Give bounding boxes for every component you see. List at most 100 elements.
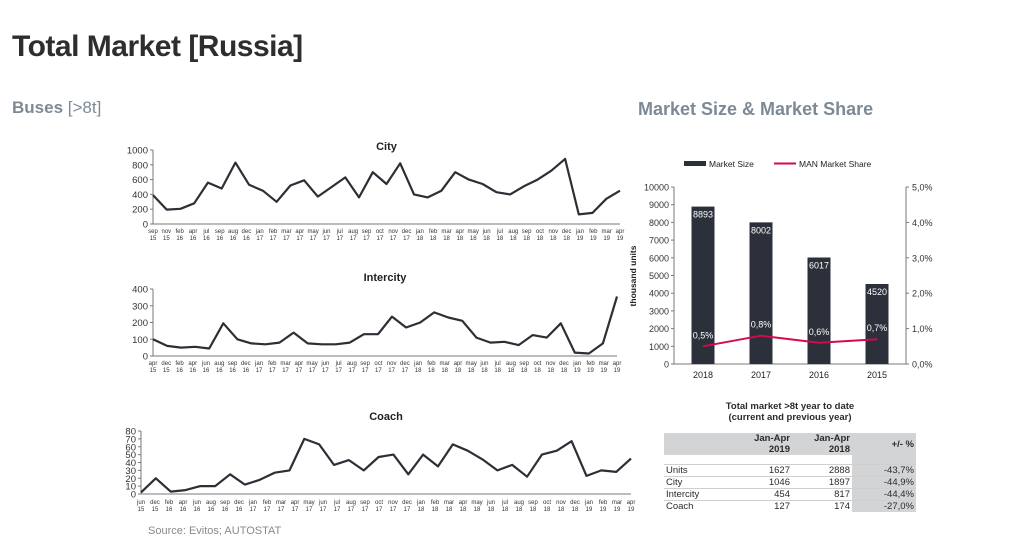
table-cell-change: -43,7% <box>852 464 916 477</box>
x-tick-year: 19 <box>577 236 584 242</box>
x-tick-year: 17 <box>309 368 316 374</box>
x-tick-year: 16 <box>216 236 223 242</box>
table-cell-2019: 1046 <box>732 476 792 489</box>
x-tick-year: 17 <box>256 236 263 242</box>
x-tick-year: 17 <box>323 236 330 242</box>
x-tick-month: nov <box>388 500 398 506</box>
x-tick-month: apr <box>179 500 188 506</box>
x-tick-month: mar <box>439 361 449 367</box>
x-tick-year: 17 <box>283 236 290 242</box>
x-tick-year: 18 <box>455 368 462 374</box>
y-tick-label: 80 <box>125 427 136 438</box>
x-tick-month: apr <box>189 229 198 235</box>
x-tick-month: dec <box>402 500 412 506</box>
x-tick-year: 18 <box>516 507 523 513</box>
x-tick-year: 17 <box>388 368 395 374</box>
x-tick-year: 17 <box>270 236 277 242</box>
x-tick-month: sep <box>215 229 225 235</box>
x-tick-year: 17 <box>349 368 356 374</box>
y2-tick-label: 0,0% <box>912 360 933 370</box>
x-tick-month: feb <box>268 361 277 367</box>
x-tick-month: jan <box>572 361 581 367</box>
x-tick-month: dec <box>150 500 160 506</box>
x-tick-year: 17 <box>295 368 302 374</box>
x-tick-month: feb <box>176 229 185 235</box>
table-cell-change: -44,9% <box>852 476 916 489</box>
share-value-label: 0,5% <box>693 330 714 340</box>
series-line <box>140 437 632 494</box>
y2-tick-label: 5,0% <box>912 183 933 193</box>
x-tick-year: 16 <box>190 236 197 242</box>
x-tick-month: sep <box>360 500 370 506</box>
x-tick-month: may <box>306 361 317 367</box>
y-tick-label: 0 <box>143 220 148 231</box>
x-tick-month: nov <box>161 229 171 235</box>
x-tick-year: 16 <box>189 368 196 374</box>
x-tick-month: jun <box>318 500 327 506</box>
x-tick-year: 18 <box>558 507 565 513</box>
x-tick-month: sep <box>220 500 230 506</box>
y-tick-label: 7000 <box>649 236 669 246</box>
x-tick-year: 18 <box>572 507 579 513</box>
x-tick-year: 17 <box>264 507 271 513</box>
x-tick-month: sep <box>522 229 532 235</box>
x-tick-year: 19 <box>614 507 621 513</box>
table-row: Intercity 454 817 -44,4% <box>664 488 916 501</box>
x-tick-month: feb <box>586 361 595 367</box>
x-tick-month: jan <box>575 229 584 235</box>
table-cell-2019: 454 <box>732 488 792 501</box>
x-tick-month: jul <box>333 500 340 506</box>
x-tick-year: 16 <box>242 368 249 374</box>
x-tick-year: 18 <box>432 507 439 513</box>
x-tick-month: jan <box>254 361 263 367</box>
table-cell-label: City <box>664 476 732 489</box>
x-tick-month: apr <box>459 500 468 506</box>
x-tick-month: feb <box>165 500 174 506</box>
x-tick-year: 18 <box>537 236 544 242</box>
x-tick-year: 19 <box>574 368 581 374</box>
chart-title: City <box>376 141 398 153</box>
x-tick-year: 16 <box>208 507 215 513</box>
y-tick-label: 20 <box>125 474 136 485</box>
x-tick-month: oct <box>533 361 541 367</box>
x-tick-year: 17 <box>250 507 257 513</box>
x-tick-year: 18 <box>418 507 425 513</box>
x-tick-year: 18 <box>523 236 530 242</box>
x-tick-month: jul <box>496 229 503 235</box>
table-cell-2018: 174 <box>792 500 852 512</box>
bar-value-label: 8002 <box>751 225 771 235</box>
x-tick-year: 18 <box>457 236 464 242</box>
y-tick-label: 3000 <box>649 306 669 316</box>
x-tick-year: 18 <box>483 236 490 242</box>
y-tick-label: 4000 <box>649 289 669 299</box>
y2-tick-label: 2,0% <box>912 289 933 299</box>
x-tick-year: 17 <box>403 236 410 242</box>
x-tick-year: 17 <box>296 236 303 242</box>
table-cell-2019: 1627 <box>732 464 792 477</box>
x-tick-year: 17 <box>350 236 357 242</box>
x-tick-year: 17 <box>269 368 276 374</box>
x-tick-month: aug <box>508 229 518 235</box>
x-tick-month: jan <box>416 500 425 506</box>
y-tick-label: 0 <box>131 490 136 501</box>
y-tick-label: 10 <box>125 482 136 493</box>
table-cell-2018: 1897 <box>792 476 852 489</box>
table-cell-change: -27,0% <box>852 500 916 512</box>
x-tick-year: 17 <box>334 507 341 513</box>
x-tick-month: mar <box>280 361 290 367</box>
x-tick-year: 17 <box>322 368 329 374</box>
table-header-change: +/- % <box>852 433 916 455</box>
y-tick-label: 0 <box>664 360 669 370</box>
x-tick-year: 18 <box>428 368 435 374</box>
bar-value-label: 8893 <box>693 210 713 220</box>
x-tick-year: 15 <box>150 368 157 374</box>
x-tick-month: feb <box>263 500 272 506</box>
x-tick-year: 18 <box>468 368 475 374</box>
x-tick-year: 16 <box>203 236 210 242</box>
section-title-buses: Buses [>8t] <box>12 98 101 118</box>
x-tick-month: apr <box>188 361 197 367</box>
x-tick-month: sep <box>528 500 538 506</box>
x-tick-label: 2015 <box>867 370 887 380</box>
x-tick-month: dec <box>234 500 244 506</box>
